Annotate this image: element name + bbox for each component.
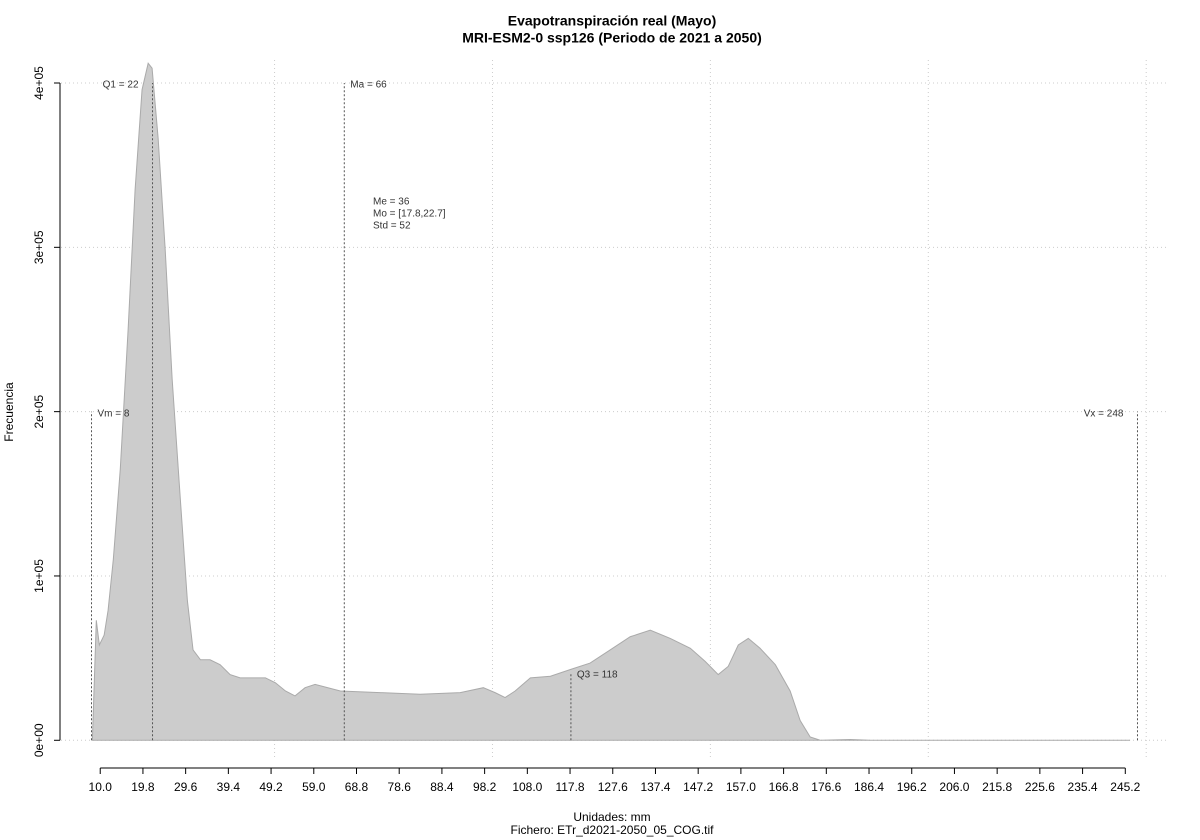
y-tick-label: 1e+05 — [32, 559, 46, 593]
x-tick-label: 206.0 — [939, 780, 969, 794]
y-tick-label: 0e+00 — [32, 723, 46, 757]
marker-label: Vm = 8 — [98, 408, 130, 419]
x-tick-label: 196.2 — [897, 780, 927, 794]
x-tick-label: 147.2 — [683, 780, 713, 794]
chart-subtitle: MRI-ESM2-0 ssp126 (Periodo de 2021 a 205… — [462, 30, 762, 46]
x-tick-label: 166.8 — [769, 780, 799, 794]
x-tick-label: 108.0 — [512, 780, 542, 794]
y-axis-label: Frecuencia — [2, 382, 16, 442]
y-tick-label: 3e+05 — [32, 230, 46, 264]
x-tick-label: 245.2 — [1110, 780, 1140, 794]
x-tick-label: 137.4 — [640, 780, 670, 794]
y-tick-label: 4e+05 — [32, 66, 46, 100]
stat-label: Mo = [17.8,22.7] — [373, 209, 446, 220]
x-tick-label: 49.2 — [259, 780, 283, 794]
x-tick-label: 59.0 — [302, 780, 326, 794]
marker-label: Q1 = 22 — [103, 80, 139, 91]
chart-title: Evapotranspiración real (Mayo) — [508, 13, 717, 29]
x-tick-label: 68.8 — [345, 780, 369, 794]
marker-label: Vx = 248 — [1084, 408, 1124, 419]
caption: Fichero: ETr_d2021-2050_05_COG.tif — [511, 823, 715, 837]
marker-label: Ma = 66 — [350, 80, 387, 91]
x-tick-label: 98.2 — [473, 780, 497, 794]
x-tick-label: 225.6 — [1025, 780, 1055, 794]
area — [91, 62, 1131, 741]
stat-label: Me = 36 — [373, 197, 410, 208]
x-tick-label: 29.6 — [174, 780, 198, 794]
x-tick-label: 235.4 — [1068, 780, 1098, 794]
x-tick-label: 127.6 — [598, 780, 628, 794]
x-tick-label: 176.6 — [811, 780, 841, 794]
x-tick-label: 117.8 — [555, 780, 584, 794]
x-tick-label: 10.0 — [89, 780, 113, 794]
stat-label: Std = 52 — [373, 221, 411, 232]
x-tick-label: 157.0 — [726, 780, 756, 794]
y-tick-label: 2e+05 — [32, 394, 46, 428]
x-tick-label: 186.4 — [854, 780, 884, 794]
x-tick-label: 78.6 — [388, 780, 412, 794]
x-tick-label: 39.4 — [217, 780, 241, 794]
x-tick-label: 215.8 — [982, 780, 1012, 794]
x-tick-label: 19.8 — [131, 780, 155, 794]
x-axis-label: Unidades: mm — [573, 810, 650, 824]
x-tick-label: 88.4 — [430, 780, 454, 794]
marker-label: Q3 = 118 — [577, 670, 618, 681]
